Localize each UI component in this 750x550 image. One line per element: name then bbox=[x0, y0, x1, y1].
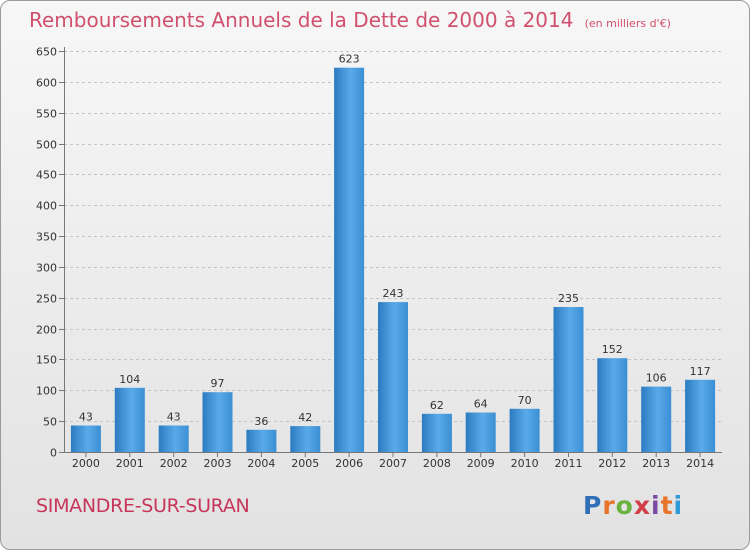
y-tick-label: 50 bbox=[43, 416, 57, 429]
x-tick-label: 2007 bbox=[379, 457, 407, 470]
x-tick-label: 2010 bbox=[511, 457, 539, 470]
y-tick-label: 400 bbox=[36, 200, 57, 213]
bar bbox=[685, 379, 716, 452]
bar-value-label: 36 bbox=[254, 415, 268, 428]
x-tick-label: 2001 bbox=[116, 457, 144, 470]
bar bbox=[158, 425, 189, 452]
y-tick-label: 250 bbox=[36, 293, 57, 306]
proxiti-logo[interactable]: Proxiti bbox=[583, 491, 683, 520]
bar bbox=[509, 408, 540, 452]
logo-letter: x bbox=[633, 491, 651, 520]
bar bbox=[641, 386, 672, 452]
logo-letter: P bbox=[583, 491, 603, 520]
bar bbox=[421, 413, 452, 452]
chart-title: Remboursements Annuels de la Dette de 20… bbox=[29, 8, 574, 32]
x-tick-label: 2014 bbox=[686, 457, 714, 470]
commune-name: SIMANDRE-SUR-SURAN bbox=[36, 495, 250, 517]
logo-letter: t bbox=[660, 491, 674, 520]
bar-value-label: 104 bbox=[119, 373, 140, 386]
y-tick-label: 150 bbox=[36, 354, 57, 367]
bar-value-label: 70 bbox=[518, 394, 532, 407]
bar bbox=[246, 429, 277, 452]
y-tick-label: 600 bbox=[36, 77, 57, 90]
y-tick-label: 350 bbox=[36, 231, 57, 244]
bar-value-label: 43 bbox=[167, 411, 181, 424]
bar bbox=[290, 426, 321, 452]
bar-value-label: 117 bbox=[690, 365, 711, 378]
y-tick-label: 200 bbox=[36, 324, 57, 337]
y-tick-label: 500 bbox=[36, 139, 57, 152]
x-tick-label: 2008 bbox=[423, 457, 451, 470]
logo-letter: r bbox=[602, 491, 616, 520]
x-tick-label: 2013 bbox=[642, 457, 670, 470]
x-tick-label: 2003 bbox=[204, 457, 232, 470]
bar-value-label: 235 bbox=[558, 292, 579, 305]
bars bbox=[70, 67, 716, 452]
x-tick-label: 2005 bbox=[291, 457, 319, 470]
logo-letter: o bbox=[615, 491, 634, 520]
x-tick-label: 2011 bbox=[555, 457, 583, 470]
bar bbox=[597, 358, 628, 452]
x-tick-label: 2000 bbox=[72, 457, 100, 470]
x-tick-label: 2006 bbox=[335, 457, 363, 470]
labels: 0 50 100 150 200 250 300 350 400 450 500 550 600 650 4… bbox=[36, 46, 714, 471]
x-tick-label: 2009 bbox=[467, 457, 495, 470]
bar-value-label: 106 bbox=[646, 372, 667, 385]
chart-title-row: Remboursements Annuels de la Dette de 20… bbox=[29, 8, 671, 32]
bar bbox=[202, 392, 233, 452]
logo-letter: i bbox=[651, 491, 661, 520]
logo-letter: i bbox=[673, 491, 684, 520]
y-tick-label: 650 bbox=[36, 46, 57, 59]
y-tick-label: 0 bbox=[50, 447, 57, 460]
bar bbox=[378, 302, 408, 452]
chart-subtitle: (en milliers d'€) bbox=[584, 17, 671, 30]
bar bbox=[553, 307, 584, 452]
x-tick-label: 2004 bbox=[247, 457, 275, 470]
x-tick-label: 2012 bbox=[598, 457, 626, 470]
bar bbox=[334, 67, 365, 452]
bar-value-label: 64 bbox=[474, 398, 488, 411]
y-tick-label: 100 bbox=[36, 385, 57, 398]
bar bbox=[114, 387, 145, 452]
bar-value-label: 62 bbox=[430, 399, 444, 412]
y-tick-label: 550 bbox=[36, 108, 57, 121]
y-tick-label: 300 bbox=[36, 262, 57, 275]
bar-value-label: 97 bbox=[211, 377, 225, 390]
bar-value-label: 243 bbox=[383, 287, 404, 300]
bar-value-label: 623 bbox=[339, 53, 360, 66]
bar-value-label: 42 bbox=[298, 411, 312, 424]
axes bbox=[59, 47, 722, 457]
bar-value-label: 152 bbox=[602, 343, 623, 356]
x-tick-label: 2002 bbox=[160, 457, 188, 470]
bar-value-label: 43 bbox=[79, 411, 93, 424]
y-tick-label: 450 bbox=[36, 169, 57, 182]
bar bbox=[465, 412, 496, 452]
bar bbox=[70, 425, 101, 452]
